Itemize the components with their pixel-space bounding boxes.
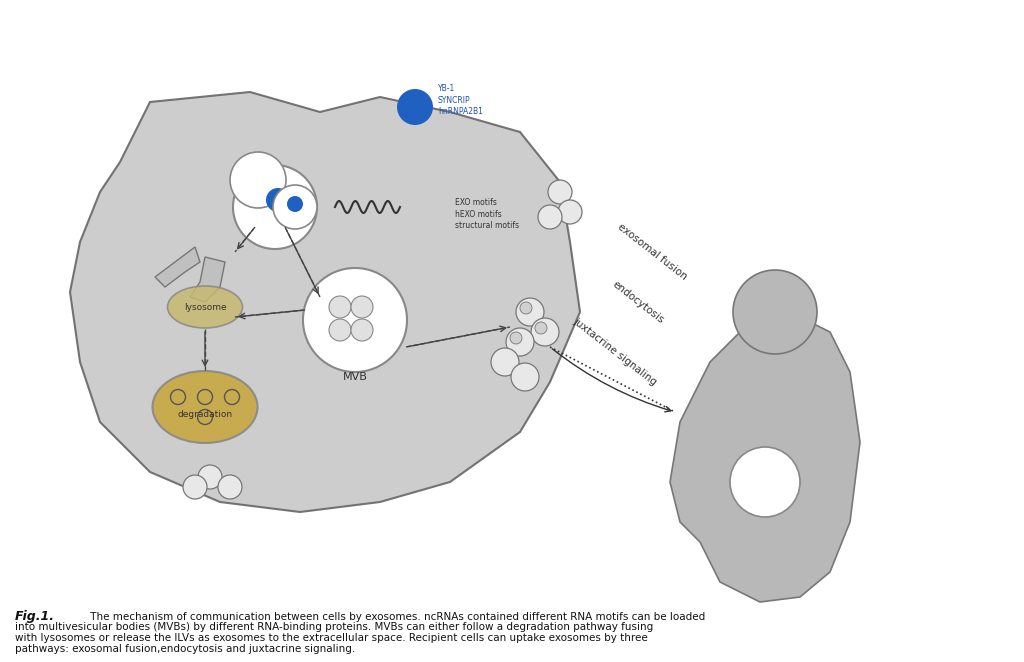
Circle shape <box>351 296 373 318</box>
Circle shape <box>506 328 534 356</box>
Ellipse shape <box>168 286 243 328</box>
Circle shape <box>730 447 800 517</box>
Circle shape <box>351 319 373 341</box>
Text: juxtacrine signaling: juxtacrine signaling <box>571 316 658 388</box>
Circle shape <box>303 268 407 372</box>
Text: lysosome: lysosome <box>183 303 226 312</box>
Text: YB-1
SYNCRIP
hnRNPA2B1: YB-1 SYNCRIP hnRNPA2B1 <box>438 83 483 117</box>
Polygon shape <box>190 257 225 302</box>
Circle shape <box>287 196 303 212</box>
Text: into multivesicular bodies (MVBs) by different RNA-binding proteins. MVBs can ei: into multivesicular bodies (MVBs) by dif… <box>15 622 653 632</box>
Circle shape <box>198 465 222 489</box>
Text: Fig.1.: Fig.1. <box>15 610 55 623</box>
Circle shape <box>535 322 547 334</box>
Polygon shape <box>70 92 580 512</box>
Text: EXO motifs
hEXO motifs
structural motifs: EXO motifs hEXO motifs structural motifs <box>455 198 519 230</box>
Circle shape <box>183 475 207 499</box>
Circle shape <box>510 332 522 344</box>
Text: endocytosis: endocytosis <box>610 279 666 325</box>
Circle shape <box>511 363 539 391</box>
Circle shape <box>329 319 351 341</box>
Circle shape <box>538 205 562 229</box>
Circle shape <box>273 185 317 229</box>
Text: The mechanism of communication between cells by exosomes. ncRNAs contained diffe: The mechanism of communication between c… <box>87 612 706 622</box>
Circle shape <box>218 475 242 499</box>
Circle shape <box>558 200 582 224</box>
Circle shape <box>733 270 817 354</box>
Circle shape <box>233 165 317 249</box>
Text: with lysosomes or release the ILVs as exosomes to the extracellular space. Recip: with lysosomes or release the ILVs as ex… <box>15 633 648 643</box>
Ellipse shape <box>153 371 257 443</box>
Circle shape <box>490 348 519 376</box>
Polygon shape <box>670 312 860 602</box>
Circle shape <box>397 89 433 125</box>
Text: degradation: degradation <box>177 410 232 418</box>
Circle shape <box>531 318 559 346</box>
Circle shape <box>230 152 286 208</box>
Circle shape <box>520 302 532 314</box>
Circle shape <box>329 296 351 318</box>
Text: pathways: exosomal fusion,endocytosis and juxtacrine signaling.: pathways: exosomal fusion,endocytosis an… <box>15 643 355 653</box>
Circle shape <box>548 180 572 204</box>
Circle shape <box>266 188 290 212</box>
Circle shape <box>516 298 544 326</box>
Text: MVB: MVB <box>343 372 368 382</box>
Polygon shape <box>155 247 200 287</box>
Text: exosomal fusion: exosomal fusion <box>615 222 688 282</box>
